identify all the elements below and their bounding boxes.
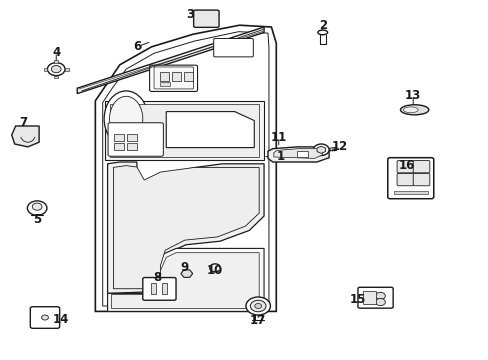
Polygon shape bbox=[77, 27, 264, 94]
Ellipse shape bbox=[109, 96, 142, 141]
Bar bbox=[127, 143, 137, 150]
Polygon shape bbox=[111, 253, 259, 309]
Circle shape bbox=[27, 201, 47, 215]
Text: 3: 3 bbox=[186, 8, 194, 21]
Text: 12: 12 bbox=[331, 140, 347, 153]
Ellipse shape bbox=[400, 105, 428, 115]
Circle shape bbox=[254, 303, 261, 309]
Text: 4: 4 bbox=[52, 46, 60, 59]
Circle shape bbox=[51, 66, 61, 73]
Polygon shape bbox=[102, 32, 268, 306]
Circle shape bbox=[313, 144, 328, 156]
Circle shape bbox=[245, 297, 270, 315]
Text: 6: 6 bbox=[133, 40, 141, 53]
FancyBboxPatch shape bbox=[108, 123, 163, 156]
Bar bbox=[65, 68, 69, 71]
Bar bbox=[297, 151, 307, 157]
Bar bbox=[160, 82, 170, 86]
Text: 13: 13 bbox=[404, 89, 421, 102]
Text: 5: 5 bbox=[33, 213, 41, 226]
Bar bbox=[172, 72, 181, 81]
Circle shape bbox=[250, 300, 265, 312]
Polygon shape bbox=[181, 270, 192, 277]
Circle shape bbox=[375, 298, 385, 306]
Polygon shape bbox=[267, 147, 328, 162]
FancyBboxPatch shape bbox=[142, 278, 176, 300]
Polygon shape bbox=[12, 126, 39, 147]
Text: 11: 11 bbox=[270, 131, 286, 144]
Bar bbox=[114, 143, 123, 150]
Ellipse shape bbox=[317, 30, 327, 35]
Bar bbox=[160, 72, 169, 81]
Polygon shape bbox=[316, 146, 325, 153]
FancyBboxPatch shape bbox=[387, 158, 433, 199]
Polygon shape bbox=[110, 104, 259, 157]
Text: 17: 17 bbox=[249, 314, 266, 327]
FancyBboxPatch shape bbox=[149, 65, 197, 91]
FancyBboxPatch shape bbox=[213, 39, 253, 57]
Text: 16: 16 bbox=[398, 159, 414, 172]
Bar bbox=[393, 191, 427, 194]
Polygon shape bbox=[107, 162, 264, 293]
FancyBboxPatch shape bbox=[154, 67, 193, 89]
Polygon shape bbox=[113, 166, 259, 289]
FancyBboxPatch shape bbox=[396, 161, 413, 173]
Ellipse shape bbox=[403, 107, 417, 113]
Bar bbox=[54, 60, 58, 63]
Bar bbox=[162, 283, 166, 294]
Bar bbox=[43, 68, 47, 71]
Polygon shape bbox=[105, 101, 264, 160]
Polygon shape bbox=[95, 25, 276, 311]
Bar bbox=[363, 291, 375, 304]
FancyBboxPatch shape bbox=[193, 10, 219, 27]
Bar bbox=[150, 283, 155, 294]
Text: 9: 9 bbox=[181, 261, 188, 274]
Text: 15: 15 bbox=[349, 293, 366, 306]
Text: 1: 1 bbox=[277, 150, 285, 163]
Text: 2: 2 bbox=[318, 19, 326, 32]
Bar bbox=[114, 134, 123, 141]
FancyBboxPatch shape bbox=[412, 161, 429, 173]
FancyBboxPatch shape bbox=[30, 307, 60, 328]
FancyBboxPatch shape bbox=[412, 174, 429, 186]
Circle shape bbox=[375, 292, 385, 300]
FancyBboxPatch shape bbox=[357, 287, 392, 308]
Circle shape bbox=[41, 315, 48, 320]
Text: 8: 8 bbox=[153, 271, 161, 284]
Text: 7: 7 bbox=[20, 116, 27, 129]
Bar bbox=[127, 134, 137, 141]
Circle shape bbox=[32, 203, 42, 210]
Text: 14: 14 bbox=[53, 313, 69, 326]
Polygon shape bbox=[107, 248, 264, 311]
Ellipse shape bbox=[104, 91, 148, 147]
Text: 10: 10 bbox=[206, 264, 223, 277]
Bar bbox=[183, 72, 192, 81]
FancyBboxPatch shape bbox=[396, 174, 413, 186]
Polygon shape bbox=[273, 149, 322, 158]
Bar bbox=[54, 76, 58, 78]
Polygon shape bbox=[166, 112, 254, 148]
Circle shape bbox=[47, 63, 65, 76]
